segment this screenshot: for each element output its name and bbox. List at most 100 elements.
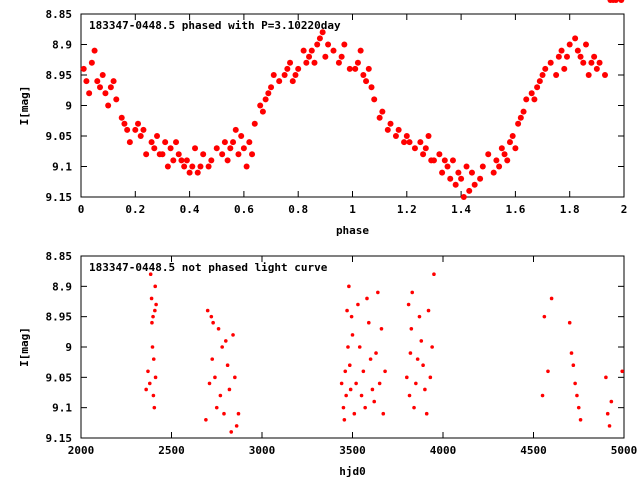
- data-point: [319, 29, 326, 36]
- data-point: [605, 411, 610, 416]
- x-tick-label: 2: [621, 203, 628, 216]
- data-point: [200, 151, 207, 158]
- data-point: [546, 369, 550, 374]
- data-point: [409, 327, 414, 331]
- data-point: [360, 72, 367, 78]
- data-point: [352, 411, 357, 416]
- data-point: [311, 59, 318, 66]
- data-point: [376, 114, 383, 121]
- data-point: [314, 41, 321, 48]
- data-point: [593, 65, 600, 72]
- data-point: [563, 53, 570, 60]
- x-tick-label: 0: [78, 203, 85, 216]
- data-point: [211, 320, 215, 325]
- data-point: [110, 78, 117, 85]
- data-point: [276, 78, 283, 85]
- data-point: [268, 84, 275, 91]
- data-point: [479, 163, 486, 170]
- data-point: [295, 65, 302, 72]
- data-point: [227, 387, 232, 392]
- data-point: [517, 114, 524, 121]
- data-point: [466, 187, 473, 194]
- data-point: [236, 411, 241, 416]
- data-point: [376, 290, 380, 295]
- data-point: [349, 314, 354, 319]
- data-point: [192, 145, 199, 152]
- data-point: [149, 296, 154, 301]
- x-tick-label: 3000: [249, 444, 276, 457]
- data-point: [591, 53, 598, 60]
- unphased-light-curve-panel: 2000 2500 3000 3500 4000 4500 5000 8.85 8.9 8.95 9…: [18, 250, 637, 478]
- data-point: [379, 327, 384, 331]
- data-point: [150, 345, 155, 349]
- data-point: [422, 145, 429, 152]
- data-point: [126, 139, 133, 146]
- data-point: [485, 151, 492, 158]
- data-point: [221, 139, 228, 146]
- data-point: [412, 405, 416, 410]
- data-point: [197, 163, 204, 170]
- data-point: [159, 151, 166, 158]
- y-tick-label: 8.85: [46, 250, 73, 263]
- data-point: [588, 59, 595, 66]
- data-point: [204, 418, 208, 422]
- x-tick-label: 0.6: [234, 203, 254, 216]
- data-point: [363, 405, 367, 410]
- data-point: [612, 0, 619, 3]
- data-point: [224, 157, 231, 164]
- data-point: [536, 78, 543, 85]
- data-point: [213, 145, 220, 152]
- y-tick-label: 9.15: [46, 191, 73, 204]
- data-point: [441, 157, 448, 164]
- data-point: [573, 381, 577, 386]
- data-point: [425, 133, 432, 139]
- data-point: [151, 357, 156, 361]
- data-point: [80, 65, 87, 72]
- y-tick-label: 8.9: [52, 280, 72, 293]
- data-point: [170, 157, 177, 164]
- data-point: [251, 120, 258, 127]
- data-point: [153, 308, 157, 313]
- data-point: [417, 139, 424, 146]
- data-point: [183, 157, 190, 164]
- x-tick-label: 1.4: [451, 203, 471, 216]
- data-point: [88, 59, 95, 66]
- data-point: [620, 369, 624, 374]
- data-point: [354, 59, 361, 66]
- data-point: [137, 133, 144, 139]
- data-point: [144, 387, 148, 392]
- data-point: [231, 333, 235, 337]
- data-point: [346, 65, 353, 72]
- data-point: [374, 351, 378, 355]
- data-point: [384, 126, 391, 133]
- data-point: [426, 308, 431, 313]
- data-point: [542, 65, 549, 72]
- data-point: [498, 145, 505, 152]
- data-point: [222, 411, 226, 416]
- data-point: [370, 387, 375, 392]
- data-point: [118, 114, 125, 121]
- data-point: [420, 151, 427, 158]
- data-point: [379, 108, 386, 115]
- data-point: [350, 333, 355, 337]
- data-point: [94, 78, 101, 85]
- data-point: [423, 387, 427, 392]
- data-point: [341, 405, 346, 410]
- data-point: [618, 0, 625, 3]
- data-point: [153, 284, 158, 289]
- data-point: [234, 424, 239, 428]
- data-point: [578, 418, 583, 422]
- data-point: [229, 430, 234, 434]
- data-point: [515, 120, 522, 127]
- data-point: [154, 133, 161, 139]
- data-point: [410, 290, 415, 295]
- data-point: [113, 96, 120, 103]
- data-point: [173, 139, 180, 146]
- data-point: [512, 145, 519, 152]
- data-point: [151, 145, 158, 152]
- data-point: [571, 363, 576, 368]
- data-point: [401, 139, 408, 146]
- x-tick-label: 5000: [611, 444, 638, 457]
- x-tick-label: 1.2: [397, 203, 417, 216]
- x-tick-label: 0.8: [288, 203, 308, 216]
